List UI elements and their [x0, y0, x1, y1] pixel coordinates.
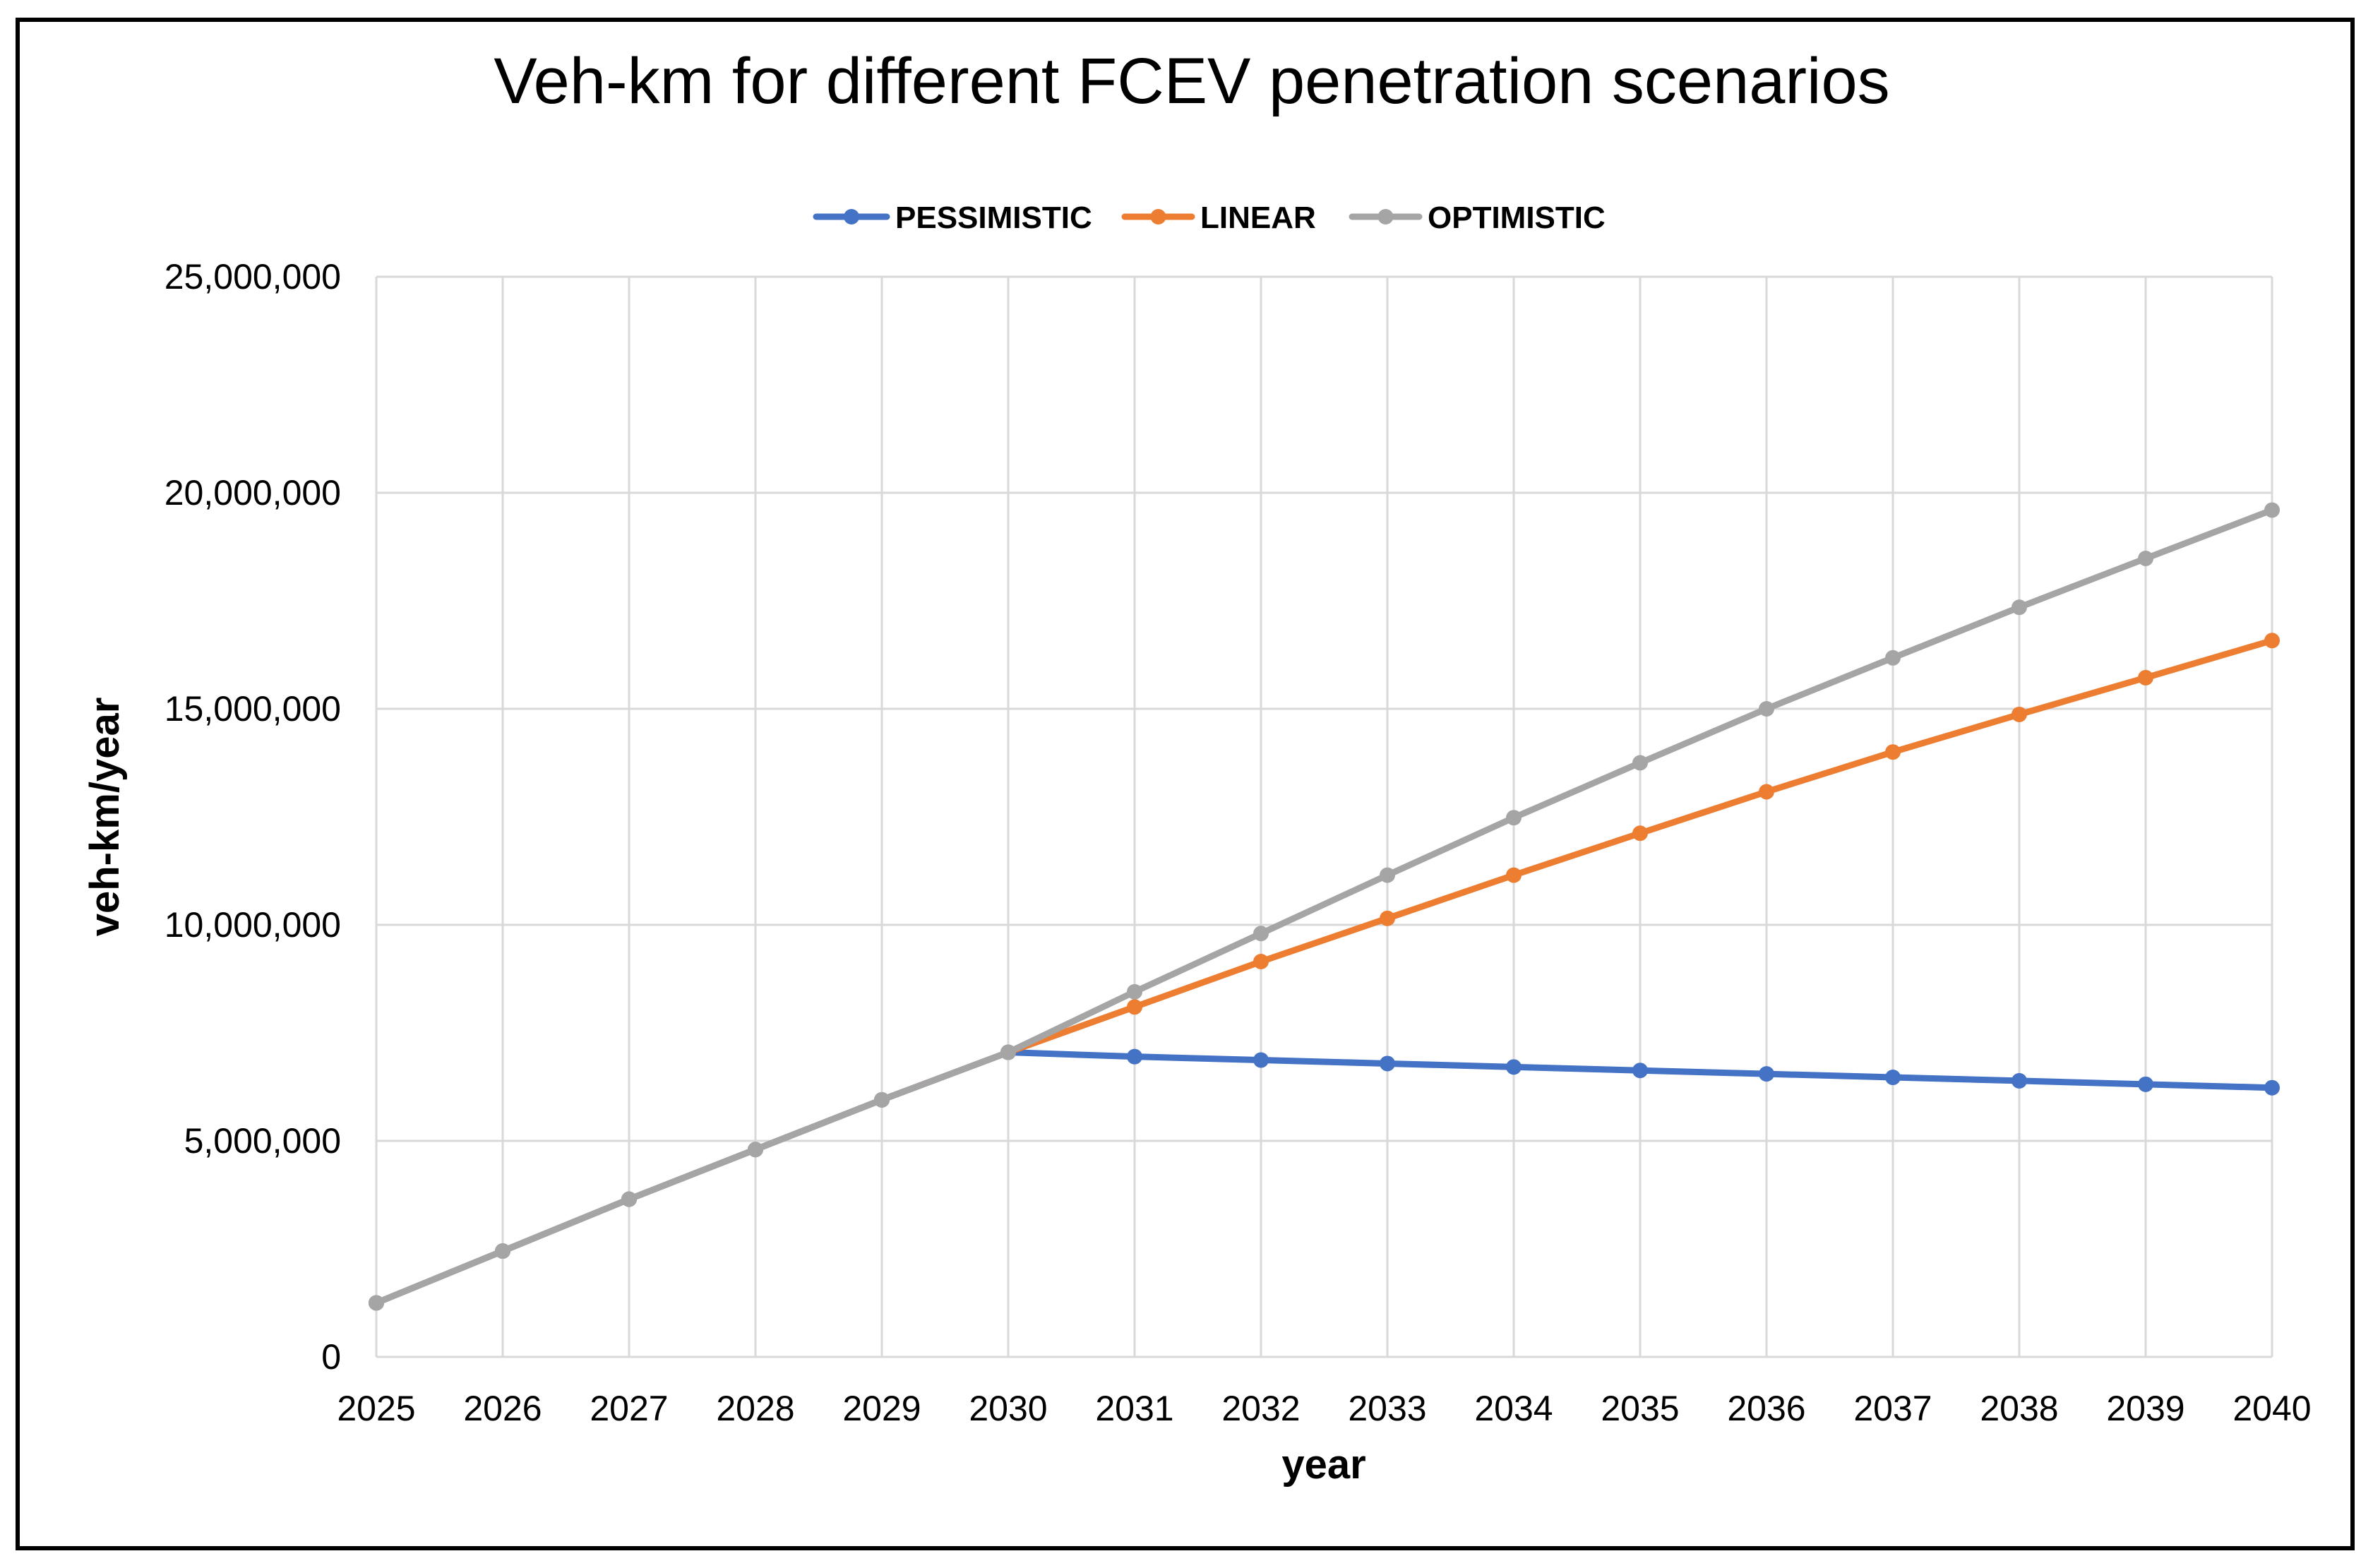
x-tick-label: 2039 [2106, 1389, 2184, 1428]
y-axis-title: veh-km/year [82, 698, 128, 937]
data-point-pessimistic [2012, 1072, 2027, 1089]
legend-label: LINEAR [1200, 201, 1316, 235]
data-point-linear [1380, 910, 1395, 926]
data-point-linear [2012, 706, 2027, 722]
legend-swatch-marker [1377, 209, 1394, 225]
x-tick-label: 2031 [1095, 1389, 1173, 1428]
data-point-pessimistic [2264, 1079, 2280, 1096]
series-linear [369, 633, 2280, 1311]
x-tick-label: 2033 [1348, 1389, 1426, 1428]
legend-item-linear: LINEAR [1121, 201, 1316, 235]
series-line-pessimistic [373, 1049, 2276, 1306]
legend: PESSIMISTIC LINEAR OPTIMISTIC [813, 201, 1606, 235]
y-tick-label: 25,000,000 [165, 257, 341, 297]
data-point-pessimistic [1759, 1066, 1774, 1082]
data-point-optimistic [748, 1142, 763, 1158]
series-line-optimistic [373, 506, 2276, 1306]
data-point-pessimistic [1253, 1052, 1269, 1068]
x-tick-label: 2034 [1474, 1389, 1553, 1428]
data-point-linear [1127, 999, 1142, 1015]
x-tick-label: 2027 [590, 1389, 668, 1428]
series-optimistic [369, 502, 2280, 1311]
data-point-optimistic [1506, 810, 1522, 826]
data-point-linear [1759, 784, 1774, 800]
x-tick-label: 2036 [1727, 1389, 1805, 1428]
data-point-optimistic [495, 1243, 510, 1259]
data-point-pessimistic [1885, 1070, 1901, 1086]
y-tick-label: 0 [321, 1337, 341, 1377]
x-tick-label: 2032 [1221, 1389, 1300, 1428]
legend-swatch-marker [1150, 209, 1166, 225]
series-line-linear [373, 637, 2276, 1306]
x-tick-label: 2038 [1980, 1389, 2058, 1428]
x-tick-label: 2025 [337, 1389, 415, 1428]
chart-frame: Veh-km for different FCEV penetration sc… [16, 18, 2355, 1550]
data-point-linear [1885, 744, 1901, 760]
data-point-optimistic [874, 1091, 890, 1108]
data-point-pessimistic [1127, 1048, 1142, 1065]
x-tick-label: 2030 [969, 1389, 1047, 1428]
data-point-pessimistic [1506, 1059, 1522, 1075]
x-tick-label: 2026 [463, 1389, 542, 1428]
data-point-optimistic [2264, 502, 2280, 518]
data-point-optimistic [1127, 983, 1142, 1000]
legend-item-optimistic: OPTIMISTIC [1349, 201, 1606, 235]
y-tick-label: 20,000,000 [165, 473, 341, 513]
data-point-linear [1506, 867, 1522, 883]
legend-swatch-marker [844, 209, 859, 225]
data-point-pessimistic [2138, 1076, 2153, 1092]
data-point-optimistic [2012, 599, 2027, 616]
y-tick-label: 15,000,000 [165, 689, 341, 729]
data-point-optimistic [1759, 701, 1774, 717]
x-tick-label: 2035 [1601, 1389, 1679, 1428]
data-point-linear [2138, 669, 2153, 686]
x-tick-label: 2029 [842, 1389, 921, 1428]
data-point-optimistic [1885, 650, 1901, 666]
legend-item-pessimistic: PESSIMISTIC [813, 201, 1092, 235]
y-tick-label: 10,000,000 [165, 905, 341, 945]
data-point-pessimistic [1380, 1055, 1395, 1072]
data-point-optimistic [1632, 755, 1648, 771]
series-pessimistic [369, 1044, 2280, 1311]
data-point-linear [2264, 633, 2280, 649]
y-tick-label: 5,000,000 [184, 1121, 341, 1161]
x-axis-ticks: 2025 2026 2027 2028 2029 2030 2031 2032 2033 2034… [337, 1389, 2311, 1428]
gridlines [375, 275, 2273, 1358]
data-point-optimistic [369, 1295, 384, 1311]
data-point-pessimistic [1632, 1063, 1648, 1079]
data-point-optimistic [2138, 551, 2153, 567]
x-axis-title: year [1281, 1442, 1365, 1488]
line-chart: Veh-km for different FCEV penetration sc… [82, 45, 2312, 1488]
legend-label: PESSIMISTIC [895, 201, 1092, 235]
data-point-optimistic [621, 1191, 637, 1207]
chart-title: Veh-km for different FCEV penetration sc… [494, 45, 1889, 117]
x-tick-label: 2037 [1853, 1389, 1932, 1428]
data-point-optimistic [1000, 1044, 1016, 1060]
data-point-optimistic [1253, 926, 1269, 942]
data-point-linear [1253, 954, 1269, 970]
x-tick-label: 2040 [2232, 1389, 2311, 1428]
x-tick-label: 2028 [716, 1389, 794, 1428]
legend-label: OPTIMISTIC [1428, 201, 1606, 235]
data-point-linear [1632, 825, 1648, 842]
data-point-optimistic [1380, 867, 1395, 883]
series-lines [369, 502, 2280, 1311]
y-axis-ticks: 0 5,000,000 10,000,000 15,000,000 20,000,000… [165, 257, 341, 1377]
